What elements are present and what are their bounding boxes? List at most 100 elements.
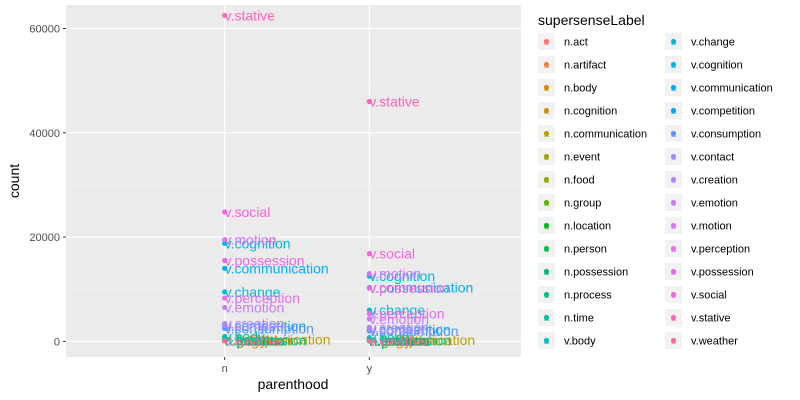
legend-key-point: [670, 268, 677, 275]
data-point: [366, 324, 372, 330]
data-label: v.social: [225, 204, 271, 220]
legend-key-point: [543, 314, 550, 321]
data-point: [222, 265, 228, 271]
data-label: n.food: [225, 333, 264, 349]
data-label: n.group: [225, 332, 273, 348]
data-point: [366, 98, 372, 105]
data-label: v.communication: [369, 280, 473, 296]
legend-entry-label: v.communication: [691, 83, 773, 95]
data-label: v.stative: [225, 7, 276, 23]
data-label: n.event: [369, 333, 415, 349]
legend-key-glyph: a: [544, 106, 549, 116]
data-label: n.person: [225, 332, 279, 348]
data-label: v.motion: [369, 266, 421, 282]
legend-key-glyph: a: [544, 37, 549, 47]
legend-key-glyph: a: [544, 175, 549, 185]
legend-key-point: [543, 38, 550, 45]
legend-entry-label: n.possession: [564, 267, 628, 279]
legend-entry-label: v.social: [691, 290, 727, 302]
legend-key-point: [670, 222, 677, 229]
legend-key-point: [670, 199, 677, 206]
y-tick-label: 20000: [29, 232, 60, 244]
data-point: [366, 316, 372, 322]
legend-key-point: [670, 291, 677, 298]
legend-key-point: [543, 153, 550, 160]
data-point: [222, 338, 228, 344]
legend-entry-label: n.act: [564, 37, 588, 49]
legend-entry-label: n.location: [564, 221, 611, 233]
legend-key-glyph: a: [671, 175, 676, 185]
data-label: v.cognition: [369, 268, 435, 284]
legend-entry-label: n.cognition: [564, 106, 617, 118]
data-label: v.creation: [225, 316, 285, 332]
legend-key-glyph: a: [671, 37, 676, 47]
data-label: n.location: [369, 332, 429, 348]
data-point: [222, 12, 228, 19]
data-label: v.motion: [225, 232, 277, 248]
legend-entry-label: v.possession: [691, 267, 754, 279]
data-label: n.person: [369, 332, 423, 348]
legend: a n.act a n.artifact a n.body a n.cognition a n.c…: [538, 33, 773, 349]
legend-key-glyph: a: [544, 129, 549, 139]
legend-key-glyph: a: [671, 244, 676, 254]
legend-entry-label: v.competition: [691, 106, 755, 118]
legend-key-point: [670, 314, 677, 321]
data-label: n.food: [369, 333, 408, 349]
data-point: [222, 334, 228, 340]
legend-key-glyph: a: [544, 267, 549, 277]
legend-title: supersenseLabel: [538, 12, 645, 28]
legend-key-glyph: a: [544, 83, 549, 93]
data-point: [366, 251, 372, 257]
legend-key-point: [670, 38, 677, 45]
legend-entry-label: v.contact: [691, 152, 734, 164]
data-point: [366, 270, 372, 277]
data-label: n.act: [225, 332, 255, 348]
legend-key-point: [670, 337, 677, 344]
legend-key-glyph: a: [671, 106, 676, 116]
data-label: n.event: [225, 332, 271, 348]
data-label: v.emotion: [225, 299, 285, 315]
data-label: n.time: [225, 332, 263, 348]
data-label: n.communication: [225, 332, 331, 348]
data-label: n.possession: [225, 333, 307, 349]
data-label: v.competition: [225, 318, 306, 334]
legend-key-glyph: a: [671, 152, 676, 162]
legend-entry-label: v.consumption: [691, 129, 761, 141]
x-tick-label: y: [367, 363, 373, 375]
data-label: v.perception: [369, 306, 444, 322]
legend-key-point: [670, 153, 677, 160]
data-label: n.possession: [369, 333, 451, 349]
legend-entry-label: v.weather: [691, 336, 738, 348]
legend-key-glyph: a: [544, 152, 549, 162]
data-label: n.communication: [369, 332, 475, 348]
legend-entry-label: v.motion: [691, 221, 732, 233]
data-label: n.body: [225, 332, 267, 348]
data-label: v.consumption: [369, 323, 458, 339]
legend-entry-label: v.perception: [691, 244, 750, 256]
y-tick-label: 60000: [29, 23, 60, 35]
y-axis-tick-labels: 0 20000 40000 60000: [29, 23, 66, 348]
legend-key-point: [543, 268, 550, 275]
legend-entry-label: v.emotion: [691, 198, 738, 210]
data-label: v.change: [369, 302, 425, 318]
legend-key-glyph: a: [671, 290, 676, 300]
data-label: v.consumption: [225, 320, 314, 336]
data-label: v.cognition: [225, 235, 291, 251]
legend-entry-label: v.change: [691, 37, 735, 49]
data-label: v.contact: [369, 321, 424, 337]
legend-entry-label: v.creation: [691, 175, 738, 187]
legend-key-point: [543, 130, 550, 137]
legend-key-glyph: a: [544, 336, 549, 346]
legend-entry-label: n.time: [564, 313, 594, 325]
data-label: n.group: [369, 332, 417, 348]
data-point: [222, 321, 228, 327]
data-label: n.process: [225, 333, 286, 349]
data-label: v.contact: [225, 318, 280, 334]
data-label: n.act: [369, 332, 399, 348]
legend-entry-label: n.event: [564, 152, 600, 164]
legend-key-glyph: a: [544, 221, 549, 231]
data-label: n.artifact: [369, 332, 423, 348]
